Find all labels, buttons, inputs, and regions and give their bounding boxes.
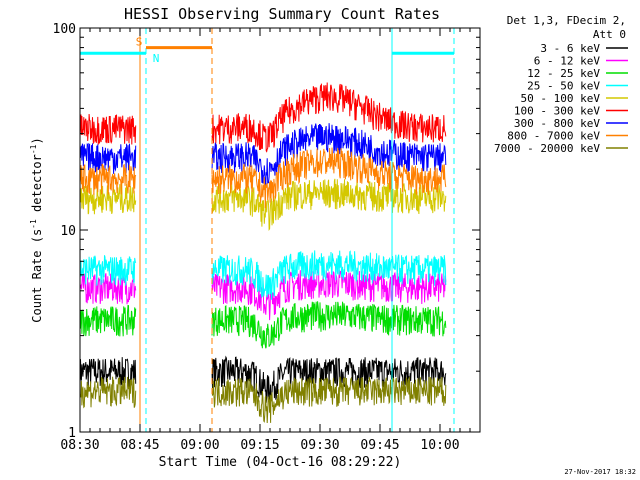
series-line-1 xyxy=(79,357,137,389)
series-line-9 xyxy=(79,376,137,409)
series-line-3 xyxy=(211,301,447,349)
series-line-2 xyxy=(211,269,447,321)
x-tick-label: 08:30 xyxy=(60,438,99,453)
legend-header-line-2: Att 0 xyxy=(593,28,626,41)
legend-label-4: 25 - 50 keV xyxy=(527,80,600,93)
flag-label-n: N xyxy=(153,52,160,65)
x-tick-label: 10:00 xyxy=(420,438,459,453)
series-line-4 xyxy=(211,250,447,300)
y-tick-label: 100 xyxy=(53,22,76,37)
chart-title: HESSI Observing Summary Count Rates xyxy=(124,5,440,23)
plot-area xyxy=(79,82,447,424)
series-line-5 xyxy=(79,183,137,215)
footer-timestamp: 27-Nov-2017 18:32 xyxy=(564,468,636,476)
attenuator-flags: SN xyxy=(80,36,454,65)
series-line-9 xyxy=(211,376,447,424)
series-line-4 xyxy=(79,255,137,286)
series-line-7 xyxy=(79,143,137,174)
legend-header-line-1: Det 1,3, FDecim 2, xyxy=(507,14,626,27)
x-tick-label: 09:15 xyxy=(240,438,279,453)
y-tick-label: 10 xyxy=(60,224,76,239)
y-axis: 1 10 100 xyxy=(53,22,480,441)
x-tick-label: 09:00 xyxy=(180,438,219,453)
series-line-5 xyxy=(211,178,447,232)
x-tick-label: 09:30 xyxy=(300,438,339,453)
legend-label-6: 100 - 300 keV xyxy=(514,105,600,118)
flag-label-s: S xyxy=(136,36,143,49)
x-axis-label: Start Time (04-Oct-16 08:29:22) xyxy=(159,455,402,470)
marker-lines xyxy=(139,28,455,432)
x-tick-label: 09:45 xyxy=(360,438,399,453)
legend-label-9: 7000 - 20000 keV xyxy=(494,142,600,155)
series-line-2 xyxy=(79,273,137,305)
series-line-1 xyxy=(211,355,447,403)
legend-label-7: 300 - 800 keV xyxy=(514,117,600,130)
series-line-6 xyxy=(79,113,137,145)
series-line-8 xyxy=(79,163,137,196)
series-line-6 xyxy=(211,82,447,153)
series-line-3 xyxy=(79,304,137,337)
legend-label-1: 3 - 6 keV xyxy=(540,42,600,55)
legend-label-2: 6 - 12 keV xyxy=(534,55,601,68)
legend-label-8: 800 - 7000 keV xyxy=(507,130,600,143)
legend-label-5: 50 - 100 keV xyxy=(521,92,601,105)
y-tick-label: 1 xyxy=(68,426,76,441)
y-axis-label: Count Rate (s-1 detector-1) xyxy=(29,137,44,322)
legend-label-3: 12 - 25 keV xyxy=(527,67,600,80)
x-tick-label: 08:45 xyxy=(120,438,159,453)
series-line-8 xyxy=(211,147,447,209)
x-axis: 08:30 08:45 09:00 09:15 09:30 09:45 10:00 xyxy=(60,28,481,453)
